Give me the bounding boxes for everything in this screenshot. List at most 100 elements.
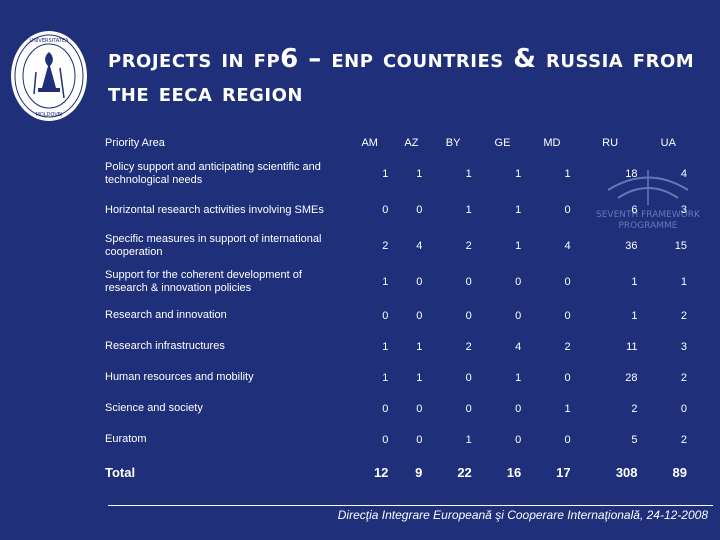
svg-text:UNIVERSITATEA: UNIVERSITATEA [30,38,69,44]
cell-ge: 1 [515,371,522,384]
cell-ua: 1 [680,276,687,288]
header-az: AZ [404,137,419,149]
header-by: BY [445,137,461,149]
cell-md: 0 [564,371,571,384]
cell-md: 0 [564,309,571,322]
fp7-logo-icon: SEVENTH FRAMEWORK PROGRAMME [596,170,701,231]
cell-az: 4 [416,240,423,252]
cell-md: 4 [564,240,571,252]
cell-ua: 2 [680,309,687,322]
row-label: Support for the coherent development of … [105,269,302,294]
total-label: Total [105,464,136,480]
cell-ge: 1 [515,240,522,252]
cell-by: 0 [465,309,472,322]
cell-ru: 18 [625,168,638,180]
cell-md: 1 [564,168,571,180]
cell-by: 1 [465,168,472,180]
table-row: Human resources and mobility 1 1 0 1 0 2… [105,362,693,393]
cell-am: 1 [382,168,389,180]
cell-az: 0 [416,402,423,415]
table-row: Research and innovation 0 0 0 0 0 1 2 [105,300,693,331]
cell-by: 1 [465,433,472,446]
cell-az: 0 [416,309,423,322]
cell-by: 0 [465,276,472,288]
total-ge: 16 [506,464,522,480]
header-ge: GE [494,137,511,149]
cell-az: 1 [416,340,423,353]
cell-am: 0 [382,433,389,446]
university-seal-icon: UNIVERSITATEA MOLDOVEI [11,31,87,121]
cell-md: 2 [564,340,571,353]
svg-text:SEVENTH FRAMEWORK: SEVENTH FRAMEWORK [596,210,701,220]
cell-az: 0 [416,276,423,288]
cell-az: 1 [416,168,423,180]
cell-md: 0 [564,204,571,216]
cell-md: 1 [564,402,571,415]
cell-ge: 4 [515,340,522,353]
cell-ua: 3 [680,340,687,353]
cell-ru: 5 [631,433,638,446]
cell-ge: 0 [515,433,522,446]
cell-ua: 4 [680,168,687,180]
svg-text:PROGRAMME: PROGRAMME [618,221,677,231]
cell-am: 0 [382,204,389,216]
total-by: 22 [457,464,472,480]
svg-text:MOLDOVEI: MOLDOVEI [36,112,63,118]
table-row: Science and society 0 0 0 0 1 2 0 [105,393,693,424]
cell-am: 1 [382,340,389,353]
table-row: Euratom 0 0 1 0 0 5 2 [105,424,693,455]
projects-table: Priority Area AM AZ BY GE MD RU UA Polic… [105,130,693,489]
cell-ru: 2 [631,402,638,415]
cell-ru: 36 [625,240,638,252]
row-label: Human resources and mobility [105,371,254,383]
cell-ge: 0 [515,402,522,415]
cell-am: 1 [382,276,389,288]
row-label: Horizontal research activities involving… [105,203,324,216]
row-label: Research and innovation [105,309,227,321]
cell-ua: 2 [680,433,687,446]
cell-by: 2 [465,340,472,353]
header-priority-area: Priority Area [105,137,165,149]
total-md: 17 [556,464,571,480]
total-ru: 308 [615,464,638,480]
cell-by: 1 [465,204,472,216]
table-row: Horizontal research activities involving… [105,192,693,228]
cell-ua: 3 [680,204,687,216]
total-row: Total 12 9 22 16 17 308 89 [105,455,693,489]
cell-ua: 2 [680,371,687,384]
cell-by: 2 [465,240,472,252]
header-ua: UA [660,137,676,149]
page-title: Projects in FP6 – ENP countries & Russia… [108,44,695,108]
cell-ru: 1 [631,309,638,322]
table-row: Policy support and anticipating scientif… [105,156,693,192]
footer-text: Direcţia Integrare Europeană şi Cooperar… [337,508,708,522]
table-row: Specific measures in support of internat… [105,228,693,264]
cell-az: 1 [416,371,423,384]
header-ru: RU [602,137,619,149]
cell-ge: 0 [515,276,522,288]
table-header-row: Priority Area AM AZ BY GE MD RU UA [105,130,693,156]
row-label: Science and society [105,402,203,414]
row-label: Specific measures in support of internat… [105,233,322,258]
cell-ru: 1 [631,276,638,288]
cell-ua: 15 [674,240,687,252]
table-row: Research infrastructures 1 1 2 4 2 11 3 [105,331,693,362]
cell-ru: 6 [631,204,638,216]
total-ua: 89 [672,464,687,480]
cell-md: 0 [564,276,571,288]
cell-am: 2 [382,240,389,252]
cell-az: 0 [416,433,423,446]
cell-by: 0 [465,371,472,384]
footer-divider [108,505,713,506]
row-label: Euratom [105,433,147,445]
row-label: Policy support and anticipating scientif… [105,161,321,186]
cell-md: 0 [564,433,571,446]
cell-ge: 1 [515,204,522,216]
cell-az: 0 [416,204,423,216]
total-az: 9 [415,464,423,480]
cell-ua: 0 [680,402,687,415]
cell-ge: 1 [515,168,522,180]
header-md: MD [543,137,561,149]
cell-am: 0 [382,402,389,415]
cell-ru: 28 [625,371,638,384]
